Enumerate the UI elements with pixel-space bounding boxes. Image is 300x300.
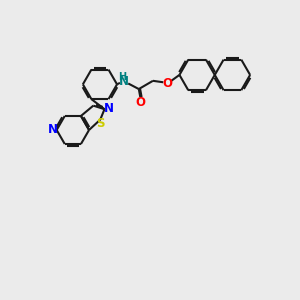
Text: N: N	[47, 124, 58, 136]
Text: S: S	[97, 117, 105, 130]
Text: H: H	[118, 72, 126, 82]
Text: N: N	[119, 75, 129, 88]
Text: O: O	[135, 96, 145, 109]
Text: O: O	[162, 77, 172, 90]
Text: N: N	[104, 102, 114, 115]
